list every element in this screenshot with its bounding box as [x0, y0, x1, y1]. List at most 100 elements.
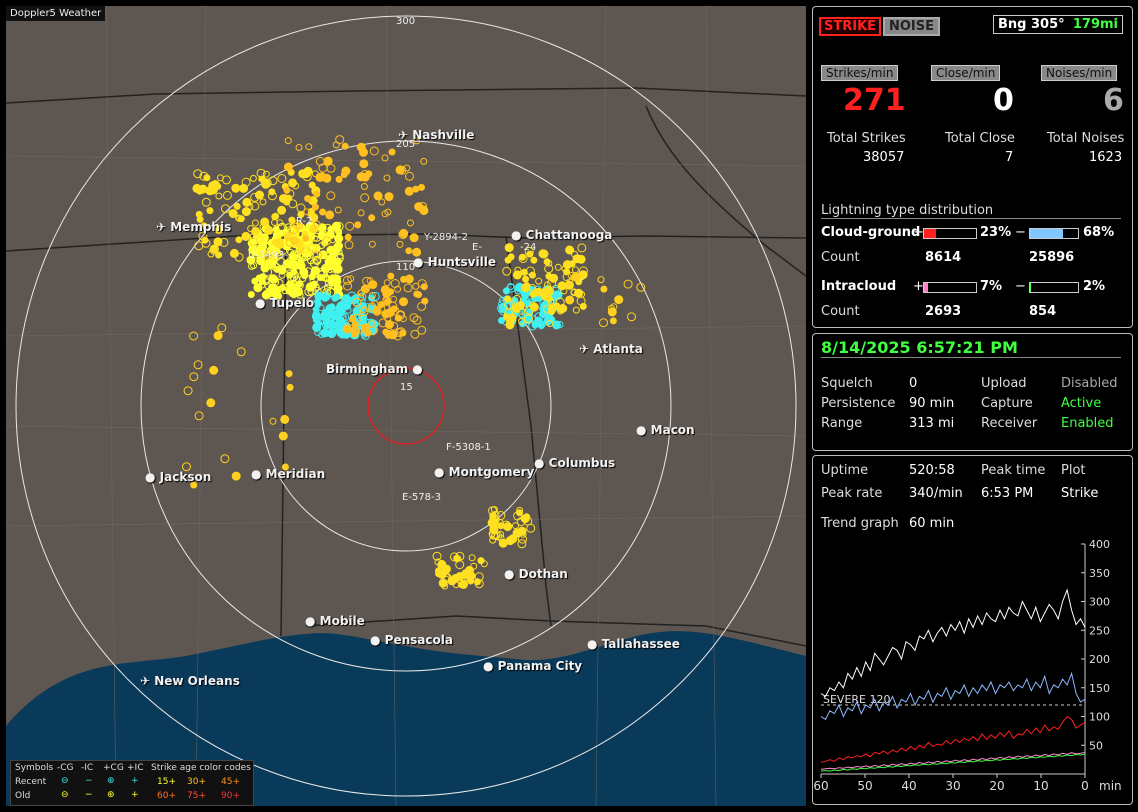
cg-negative-pct: 68%: [1083, 225, 1115, 240]
strike-marker: [325, 210, 335, 220]
strike-marker: [489, 524, 499, 534]
persistence-value[interactable]: 90 min: [909, 396, 955, 411]
close-per-min-button[interactable]: Close/min: [931, 65, 1001, 81]
y-tick-label: 250: [1089, 624, 1110, 637]
squelch-value[interactable]: 0: [909, 376, 918, 391]
strike-marker: [442, 575, 450, 583]
strike-marker: [341, 142, 349, 150]
trend-span-value[interactable]: 60 min: [909, 516, 955, 531]
upload-value[interactable]: Disabled: [1061, 376, 1118, 391]
minus-circle-icon: ⊖: [61, 790, 69, 800]
range-label: Range: [821, 416, 863, 431]
strike-marker: [336, 252, 344, 260]
strike-marker: [531, 321, 539, 329]
strike-marker: [382, 296, 392, 306]
strike-marker: [297, 258, 305, 266]
peak-rate-label: Peak rate: [821, 486, 883, 501]
strike-marker: [311, 234, 318, 242]
strike-marker: [544, 286, 554, 296]
ic-positive-count: 2693: [925, 304, 962, 319]
legend-old-label: Old: [15, 791, 31, 801]
strike-marker: [332, 245, 340, 253]
strike-marker: [502, 287, 510, 295]
strike-marker: [315, 267, 325, 277]
city-label: ● Panama City: [483, 659, 583, 673]
strike-marker: [272, 278, 280, 286]
strike-marker: [576, 296, 586, 306]
strike-marker: [516, 506, 524, 514]
strike-marker: [388, 301, 398, 311]
cell-label: U-3493-: [248, 250, 288, 261]
range-value[interactable]: 313 mi: [909, 416, 955, 431]
strike-marker: [570, 288, 578, 296]
cell-label: E-: [472, 242, 482, 253]
trend-series-line: [820, 671, 1086, 721]
persistence-label: Persistence: [821, 396, 896, 411]
strikes-per-min-button[interactable]: Strikes/min: [821, 65, 899, 81]
strike-marker: [356, 142, 366, 152]
strike-marker: [304, 195, 312, 202]
count-label: Count: [821, 304, 860, 319]
strike-marker: [320, 312, 327, 319]
capture-value[interactable]: Active: [1061, 396, 1102, 411]
strike-marker: [355, 324, 365, 334]
airport-icon: ✈: [398, 128, 413, 142]
city-label: ✈ Atlanta: [579, 342, 643, 356]
x-tick-label: 40: [901, 779, 916, 793]
strike-marker: [269, 417, 277, 425]
ic-negative-pct: 2%: [1083, 279, 1106, 294]
receiver-value[interactable]: Enabled: [1061, 416, 1114, 431]
strike-marker: [504, 295, 512, 303]
strike-marker: [614, 295, 624, 305]
strike-marker: [345, 221, 355, 231]
strike-marker: [390, 295, 398, 303]
airport-icon: ✈: [156, 220, 171, 234]
close-per-min-value: 0: [993, 83, 1014, 118]
strike-marker: [360, 172, 370, 182]
strike-marker: [311, 203, 319, 211]
ring-label: 205: [396, 139, 416, 150]
strike-marker: [296, 247, 304, 255]
strike-marker: [276, 219, 284, 227]
plot-value[interactable]: Strike: [1061, 486, 1099, 501]
uptime-value: 520:58: [909, 463, 955, 478]
strike-marker: [370, 291, 380, 301]
strike-marker: [280, 414, 290, 424]
strike-marker: [222, 190, 232, 200]
strike-marker: [322, 291, 332, 301]
strike-marker: [318, 163, 328, 173]
strike-marker: [405, 171, 414, 181]
strike-marker: [334, 253, 344, 263]
strike-marker: [407, 219, 414, 227]
noise-indicator[interactable]: NOISE: [883, 17, 941, 36]
strike-marker: [311, 280, 318, 288]
strike-marker: [196, 187, 204, 195]
cell-label: -24: [520, 242, 537, 253]
strike-marker: [467, 576, 474, 584]
noises-per-min-button[interactable]: Noises/min: [1041, 65, 1118, 81]
strike-marker: [326, 254, 336, 264]
strike-marker: [234, 252, 244, 262]
strike-marker: [283, 186, 291, 194]
city-label: ● Macon: [636, 423, 695, 437]
strike-marker: [503, 522, 513, 532]
strike-marker: [517, 301, 525, 309]
strike-marker: [623, 279, 633, 289]
strike-marker: [241, 231, 251, 241]
city-label: ✈ New Orleans: [140, 674, 240, 688]
strike-marker: [417, 301, 427, 311]
strike-marker: [535, 312, 542, 320]
strike-marker: [441, 582, 449, 590]
strike-marker: [530, 256, 538, 264]
strike-marker: [292, 229, 300, 237]
strike-indicator[interactable]: STRIKE: [819, 17, 882, 36]
strike-marker: [283, 162, 293, 172]
peak-time-label: Peak time: [981, 463, 1046, 478]
strike-marker: [382, 328, 390, 336]
strike-marker: [360, 306, 368, 314]
strike-marker: [512, 522, 519, 530]
total-strikes-label: Total Strikes: [827, 131, 906, 146]
minus-circle-icon: ⊖: [61, 776, 69, 786]
lightning-map[interactable]: Doppler5 Weather 300 205 110 15 Y-2894-2…: [6, 6, 806, 806]
strike-marker: [284, 137, 292, 145]
